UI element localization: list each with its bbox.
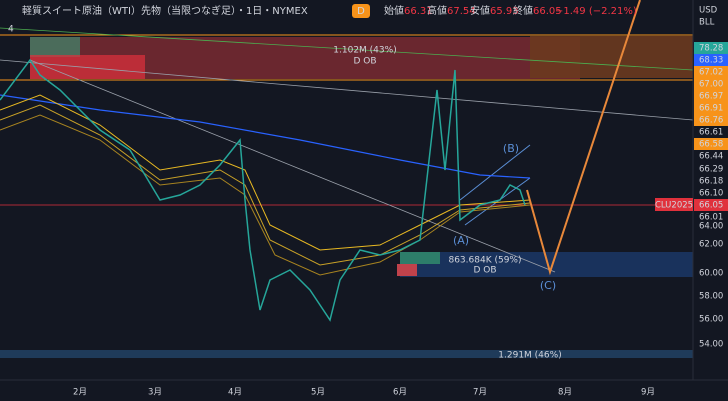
- zone-volume: 1.102M (43%): [333, 46, 396, 56]
- price-label: 66.97: [699, 92, 723, 102]
- ma-ribbon: [0, 104, 531, 266]
- price-label: 58.00: [699, 292, 723, 302]
- symbol-title: 軽質スイート原油（WTI）先物（当限つなぎ足）・1日・NYMEX: [22, 4, 308, 17]
- trend-line: [0, 27, 694, 71]
- price-label-bg: [694, 199, 728, 211]
- lower-order-block: [400, 252, 693, 277]
- currency: USD: [699, 6, 718, 16]
- price-label: 64.00: [699, 222, 723, 232]
- indicator-count: 4: [8, 25, 14, 35]
- trend-line: [29, 59, 556, 273]
- wave-label: (C): [540, 279, 556, 292]
- price-label: 66.10: [699, 189, 723, 199]
- trend-line: [0, 59, 694, 121]
- price-label-bg: [694, 66, 728, 78]
- ohlc-label: 終値: [513, 4, 533, 17]
- price-label: 66.05: [699, 201, 723, 211]
- time-label: 6月: [393, 388, 407, 398]
- ohlc-label: 安値: [470, 4, 490, 17]
- zone-label: D OB: [473, 266, 496, 276]
- price-label: 62.00: [699, 240, 723, 250]
- time-label: 5月: [311, 388, 325, 398]
- price-label: 66.58: [699, 140, 723, 150]
- price-label: 66.29: [699, 165, 723, 175]
- time-label: 8月: [558, 388, 572, 398]
- ohlc-value: 66.31: [404, 6, 433, 17]
- symbol-tag: CLU2025: [655, 201, 693, 211]
- time-label: 4月: [228, 388, 242, 398]
- price-label: 68.33: [699, 56, 723, 66]
- price-label: 67.00: [699, 80, 723, 90]
- zone-accent: [400, 252, 440, 264]
- wave-label: (B): [503, 142, 519, 155]
- bottom-zone: [0, 350, 693, 358]
- ohlc-value: 67.54: [447, 6, 476, 17]
- ohlc-label: 高値: [427, 4, 447, 17]
- price-label-bg: [694, 114, 728, 126]
- ohlc-label: 始値: [384, 4, 404, 17]
- time-label: 9月: [641, 388, 655, 398]
- time-label: 2月: [73, 388, 87, 398]
- time-labels: 2月 3月 4月 5月 6月 7月 8月 9月: [73, 388, 655, 398]
- price-label: 60.00: [699, 269, 723, 279]
- unit: BLL: [699, 18, 715, 28]
- price-label: 78.28: [699, 44, 723, 54]
- zone-accent: [397, 264, 417, 276]
- channel-line: [464, 177, 531, 226]
- time-label: 7月: [473, 388, 487, 398]
- price-label: 66.18: [699, 177, 723, 187]
- price-label: 66.44: [699, 152, 723, 162]
- zone-accent: [30, 37, 80, 57]
- orange-box: [530, 36, 693, 78]
- price-label: 67.02: [699, 68, 723, 78]
- price-label: 56.00: [699, 315, 723, 325]
- ohlc-value: 66.05: [533, 6, 562, 17]
- zone-label: D OB: [353, 57, 376, 67]
- badge-bg: [352, 4, 370, 18]
- price-label-bg: [694, 42, 728, 54]
- channel-line: [459, 144, 531, 201]
- change: −1.49 (−2.21%): [555, 6, 637, 17]
- projection-arrow: [526, 0, 641, 276]
- zone-accent: [30, 55, 145, 79]
- time-label: 3月: [148, 388, 162, 398]
- price-label: 66.91: [699, 104, 723, 114]
- moving-average: [0, 94, 531, 179]
- ma-ribbon: [0, 114, 531, 276]
- symbol-tag-bg: [655, 198, 693, 211]
- price-label-bg: [694, 138, 728, 150]
- ohlc-value: 65.93: [490, 6, 519, 17]
- price-label: 66.01: [699, 213, 723, 223]
- interval-badge: D: [357, 6, 365, 17]
- wave-label: (A): [453, 234, 469, 247]
- price-label-bg: [694, 78, 728, 90]
- price-label-bg: [694, 54, 728, 66]
- price-labels: 78.28 68.33 67.02 67.00 66.97 66.91 66.76 66.61…: [694, 42, 728, 350]
- price-label-bg: [694, 102, 728, 114]
- price-label: 66.76: [699, 116, 723, 126]
- price-label: 66.61: [699, 128, 723, 138]
- zone-volume: 1.291M (46%): [498, 351, 561, 361]
- price-path: [0, 58, 526, 322]
- zone-volume: 863.684K (59%): [448, 256, 521, 266]
- price-label: 54.00: [699, 340, 723, 350]
- price-label-bg: [694, 90, 728, 102]
